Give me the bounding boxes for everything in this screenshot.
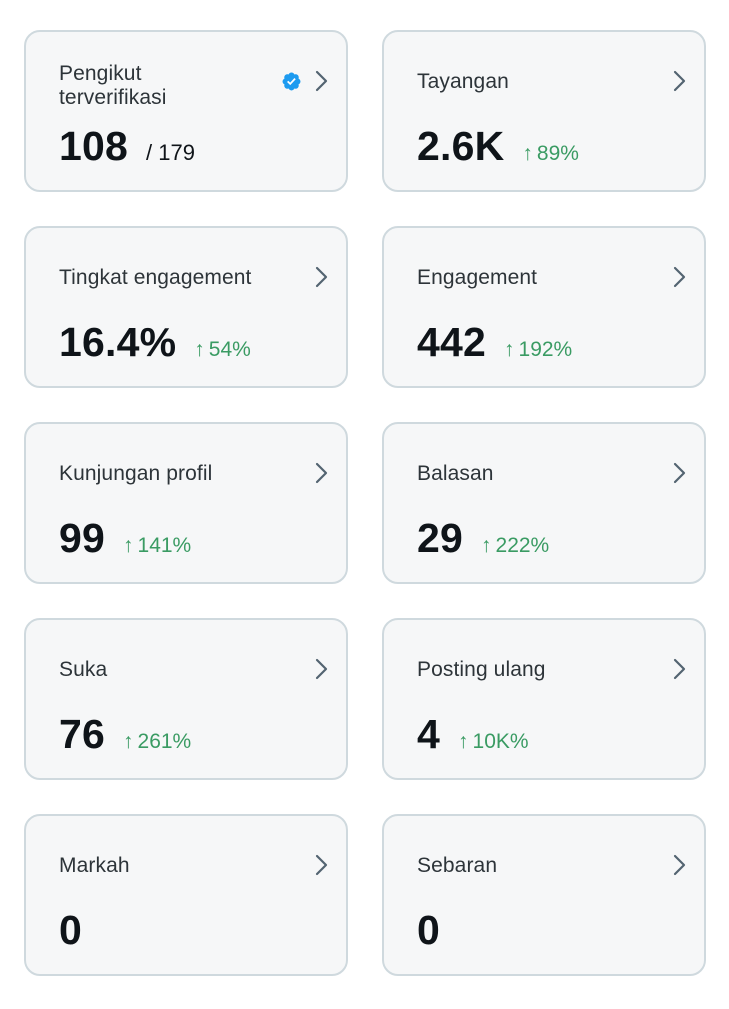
- chevron-right-icon[interactable]: [670, 853, 690, 877]
- card-value-row: 99 ↑ 141%: [59, 516, 191, 560]
- chevron-right-icon[interactable]: [670, 461, 690, 485]
- card-change: ↑ 10K%: [458, 730, 529, 754]
- up-arrow-icon: ↑: [194, 338, 205, 361]
- card-engagement-rate[interactable]: Tingkat engagement 16.4% ↑ 54%: [24, 226, 348, 388]
- card-value-row: 108 / 179: [59, 124, 195, 168]
- card-profile-visits[interactable]: Kunjungan profil 99 ↑ 141%: [24, 422, 348, 584]
- card-verified-followers[interactable]: Pengikut terverifikasi 108 / 179: [24, 30, 348, 192]
- card-title: Sebaran: [417, 854, 498, 877]
- card-title-row: Sebaran: [417, 854, 634, 878]
- card-title-row: Tingkat engagement: [59, 266, 276, 290]
- card-title: Balasan: [417, 462, 494, 485]
- card-value: 0: [417, 907, 441, 953]
- chevron-right-icon[interactable]: [312, 657, 332, 681]
- card-change: ↑ 222%: [481, 534, 549, 558]
- card-likes[interactable]: Suka 76 ↑ 261%: [24, 618, 348, 780]
- card-change: ↑ 54%: [194, 338, 251, 362]
- chevron-right-icon[interactable]: [312, 461, 332, 485]
- up-arrow-icon: ↑: [458, 730, 469, 753]
- card-title-row: Markah: [59, 854, 276, 878]
- chevron-right-icon[interactable]: [670, 657, 690, 681]
- up-arrow-icon: ↑: [123, 730, 134, 753]
- card-impressions[interactable]: Tayangan 2.6K ↑ 89%: [382, 30, 706, 192]
- card-bookmarks[interactable]: Markah 0: [24, 814, 348, 976]
- chevron-right-icon[interactable]: [312, 265, 332, 289]
- card-change-value: 54%: [208, 338, 251, 361]
- card-title: Posting ulang: [417, 658, 546, 681]
- up-arrow-icon: ↑: [522, 142, 533, 165]
- card-title-row: Engagement: [417, 266, 634, 290]
- card-value: 442: [417, 319, 487, 365]
- card-title-row: Tayangan: [417, 70, 634, 94]
- card-title: Tingkat engagement: [59, 266, 252, 289]
- card-value-row: 0: [417, 908, 440, 952]
- card-value-row: 442 ↑ 192%: [417, 320, 572, 364]
- chevron-right-icon[interactable]: [670, 69, 690, 93]
- chevron-right-icon[interactable]: [312, 853, 332, 877]
- card-change-value: 10K%: [472, 730, 529, 753]
- analytics-grid: Pengikut terverifikasi 108 / 179 Tayanga…: [24, 30, 706, 976]
- card-value: 99: [59, 515, 106, 561]
- card-title: Tayangan: [417, 70, 509, 93]
- up-arrow-icon: ↑: [481, 534, 492, 557]
- card-value: 0: [59, 907, 83, 953]
- up-arrow-icon: ↑: [504, 338, 515, 361]
- card-title-row: Posting ulang: [417, 658, 634, 682]
- card-change: ↑ 261%: [123, 730, 191, 754]
- card-value-row: 0: [59, 908, 82, 952]
- card-value: 76: [59, 711, 106, 757]
- card-change-value: 192%: [518, 338, 573, 361]
- card-title: Engagement: [417, 266, 538, 289]
- card-value: 29: [417, 515, 464, 561]
- card-value-row: 2.6K ↑ 89%: [417, 124, 579, 168]
- card-shares[interactable]: Sebaran 0: [382, 814, 706, 976]
- chevron-right-icon[interactable]: [312, 69, 332, 93]
- card-change-value: 222%: [495, 534, 550, 557]
- card-change-value: 89%: [536, 142, 579, 165]
- card-title: Pengikut terverifikasi: [59, 62, 167, 109]
- card-value-row: 16.4% ↑ 54%: [59, 320, 251, 364]
- card-total: / 179: [146, 140, 195, 165]
- card-title: Markah: [59, 854, 130, 877]
- card-title-row: Kunjungan profil: [59, 462, 276, 486]
- card-change-value: 261%: [137, 730, 192, 753]
- up-arrow-icon: ↑: [123, 534, 134, 557]
- card-replies[interactable]: Balasan 29 ↑ 222%: [382, 422, 706, 584]
- card-title-row: Suka: [59, 658, 276, 682]
- card-value: 108: [59, 123, 129, 169]
- verified-badge-icon: [282, 72, 301, 91]
- card-change: ↑ 89%: [522, 142, 579, 166]
- card-value-row: 4 ↑ 10K%: [417, 712, 529, 756]
- card-change: ↑ 141%: [123, 534, 191, 558]
- card-title: Suka: [59, 658, 108, 681]
- card-value: 2.6K: [417, 123, 505, 169]
- card-value-row: 76 ↑ 261%: [59, 712, 191, 756]
- chevron-right-icon[interactable]: [670, 265, 690, 289]
- card-change: ↑ 192%: [504, 338, 572, 362]
- card-change-value: 141%: [137, 534, 192, 557]
- card-value: 16.4%: [59, 319, 177, 365]
- card-title-row: Pengikut terverifikasi: [59, 62, 276, 110]
- card-value-row: 29 ↑ 222%: [417, 516, 549, 560]
- card-engagement[interactable]: Engagement 442 ↑ 192%: [382, 226, 706, 388]
- card-title: Kunjungan profil: [59, 462, 213, 485]
- card-value: 4: [417, 711, 441, 757]
- card-title-row: Balasan: [417, 462, 634, 486]
- card-reposts[interactable]: Posting ulang 4 ↑ 10K%: [382, 618, 706, 780]
